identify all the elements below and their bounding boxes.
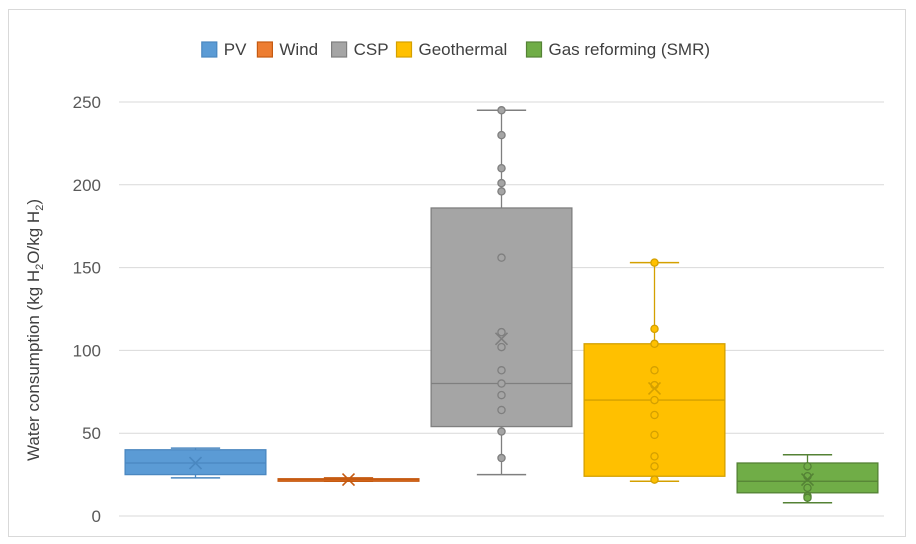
y-tick-label: 200: [73, 176, 101, 195]
mean-marker: [188, 456, 203, 470]
data-point: [497, 106, 506, 115]
legend-swatch: [525, 41, 543, 58]
legend-swatch: [201, 41, 218, 58]
data-point: [497, 427, 506, 436]
y-tick-label: 150: [73, 259, 101, 278]
legend-label: PV: [224, 40, 247, 59]
box-pv: [124, 447, 267, 479]
legend-label: Geothermal: [419, 40, 508, 59]
data-point: [497, 390, 506, 400]
y-axis-label: Water consumption (kg H2O/kg H2): [24, 199, 46, 461]
box-plot-chart: PV Wind CSP Geothermal Gas reforming (SMR) 0…: [24, 40, 884, 526]
legend: PV Wind CSP Geothermal Gas reforming (SMR): [201, 40, 711, 59]
data-point: [497, 379, 506, 388]
data-point: [650, 324, 659, 334]
box-gas-reforming-smr: [736, 453, 879, 504]
legend-item-csp: CSP: [331, 40, 389, 59]
mean-marker: [647, 381, 662, 396]
mean-marker: [800, 473, 815, 487]
data-point: [497, 253, 506, 262]
mean-marker: [341, 473, 356, 487]
data-point: [497, 366, 506, 375]
data-point: [497, 327, 506, 337]
data-point: [497, 342, 506, 352]
legend-swatch: [256, 41, 273, 58]
y-tick-label: 100: [73, 341, 101, 360]
data-point: [497, 130, 506, 140]
box-csp: [430, 106, 573, 476]
data-point: [803, 493, 812, 503]
legend-label: Wind: [279, 40, 318, 59]
y-tick-label: 0: [92, 507, 101, 526]
data-point: [497, 405, 506, 415]
data-point: [497, 178, 506, 188]
legend-label: CSP: [354, 40, 389, 59]
data-point: [803, 483, 812, 493]
data-point: [650, 258, 659, 267]
data-point: [497, 453, 506, 463]
legend-item-pv: PV: [201, 40, 247, 59]
data-point: [497, 187, 506, 196]
box-geothermal: [583, 258, 726, 484]
y-axis-ticks: 0 50 100 150 200 250: [73, 93, 101, 526]
y-tick-label: 250: [73, 93, 101, 112]
legend-label: Gas reforming (SMR): [549, 40, 711, 59]
data-point: [650, 410, 659, 420]
boxes: [124, 106, 879, 504]
legend-item-gas-reforming-smr: Gas reforming (SMR): [525, 40, 711, 59]
mean-marker: [494, 332, 509, 346]
data-point: [803, 462, 812, 471]
data-point: [650, 339, 659, 349]
data-point: [650, 366, 659, 375]
legend-swatch: [331, 41, 348, 58]
data-point: [650, 430, 659, 440]
data-point: [497, 163, 506, 173]
iqr-box: [430, 207, 573, 428]
legend-swatch: [395, 41, 413, 58]
legend-item-wind: Wind: [256, 40, 318, 59]
data-point: [650, 395, 659, 405]
chart-frame: PV Wind CSP Geothermal Gas reforming (SMR) 0…: [8, 9, 906, 537]
y-tick-label: 50: [82, 424, 101, 443]
data-point: [650, 475, 659, 484]
box-wind: [277, 473, 420, 487]
data-point: [650, 452, 659, 461]
data-point: [650, 462, 659, 471]
legend-item-geothermal: Geothermal: [395, 40, 508, 59]
